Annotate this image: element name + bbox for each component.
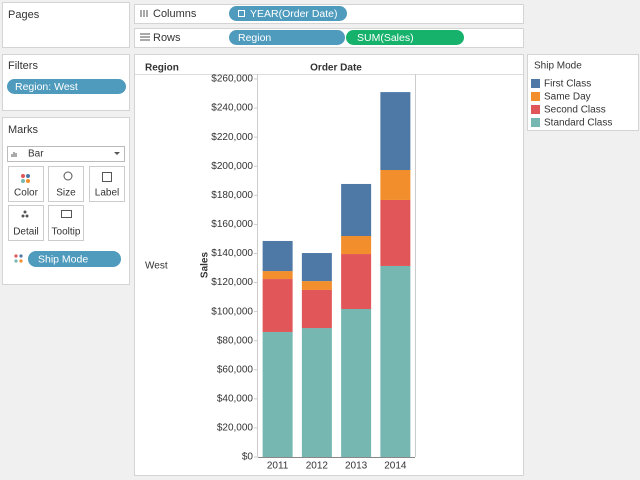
bar-segment [341, 236, 372, 255]
bar-segment [301, 253, 332, 282]
bar-segment [380, 92, 411, 171]
bar-segment [341, 254, 372, 309]
bar-icon [11, 152, 17, 157]
rows-pill[interactable] [229, 30, 345, 45]
bar-segment [380, 265, 411, 457]
collapse-icon [238, 10, 245, 17]
filter-pill-text[interactable]: Region: West [15, 81, 78, 93]
bar-segment [301, 328, 332, 457]
y-tick-label: $240,000 [211, 103, 253, 114]
icon [25, 214, 29, 218]
icon [26, 174, 30, 178]
marks-buttons: Color Size Label Detail Tooltip [8, 166, 125, 241]
x-tick-label: 2013 [345, 461, 368, 472]
bar-segment [301, 289, 332, 329]
rows-pill-text[interactable]: Region [238, 32, 271, 44]
y-tick-label: $120,000 [211, 277, 253, 288]
icon [14, 254, 18, 258]
icon [23, 210, 27, 214]
bar-segment [380, 170, 411, 200]
bar-segment [341, 308, 372, 457]
bar-segment [341, 183, 372, 237]
button-label[interactable]: Size [56, 188, 76, 199]
icon [21, 174, 25, 178]
y-tick-label: $160,000 [211, 219, 253, 230]
button-label[interactable]: Tooltip [52, 227, 81, 238]
rows-icon [140, 33, 150, 41]
mark-type-dropdown[interactable] [7, 146, 125, 162]
rows-pill-text[interactable]: SUM(Sales) [357, 32, 414, 44]
y-tick-label: $140,000 [211, 248, 253, 259]
y-tick-label: $60,000 [217, 364, 254, 375]
bar-segment [262, 279, 293, 332]
y-tick-label: $260,000 [211, 74, 253, 85]
chart: Region Order Date West Sales $0 $20,000 $40,00… [135, 63, 523, 472]
bar-segment [301, 281, 332, 290]
ship-mode-pill[interactable] [28, 251, 121, 267]
legend-swatch [531, 118, 540, 127]
columns-icon [140, 10, 148, 17]
filters-title: Filters [8, 60, 38, 72]
legend-swatch [531, 92, 540, 101]
icon [61, 210, 72, 218]
marks-title: Marks [8, 124, 38, 136]
y-tick-label: $100,000 [211, 306, 253, 317]
button-label[interactable]: Detail [13, 227, 39, 238]
tooltip-button[interactable] [48, 205, 84, 241]
y-tick-label: $40,000 [217, 393, 254, 404]
icon [26, 179, 30, 183]
legend: Ship Mode First Class Same Day Second Class… [531, 61, 612, 129]
y-tick-label: $80,000 [217, 335, 254, 346]
icon [14, 259, 18, 263]
x-tick-label: 2012 [306, 461, 329, 472]
legend-swatch [531, 79, 540, 88]
icon [21, 179, 25, 183]
bar-segment [262, 271, 293, 280]
icon [19, 259, 23, 263]
dropdown-arrow [114, 152, 120, 155]
icon [21, 214, 25, 218]
legend-swatch [531, 105, 540, 114]
size-button[interactable] [48, 166, 84, 202]
bar-segment [380, 199, 411, 266]
y-axis-title: Sales [200, 251, 211, 278]
y-tick-label: $200,000 [211, 161, 253, 172]
bar-segment [262, 331, 293, 457]
rows-label: Rows [153, 32, 181, 44]
icon [63, 171, 73, 181]
legend-label: First Class [544, 79, 591, 90]
icon [102, 172, 112, 182]
legend-panel [527, 54, 639, 131]
pages-title: Pages [8, 9, 40, 21]
button-label[interactable]: Color [14, 188, 39, 199]
y-tick-label: $180,000 [211, 190, 253, 201]
filter-pill[interactable] [7, 79, 126, 94]
ship-mode-pill-text[interactable]: Ship Mode [38, 253, 88, 265]
mark-type-text[interactable]: Bar [28, 149, 44, 160]
y-tick-label: $0 [242, 452, 254, 463]
button-label[interactable]: Label [95, 188, 119, 199]
icon [19, 254, 23, 258]
row-header: Region [145, 63, 179, 74]
pages-panel [2, 2, 130, 48]
column-header: Order Date [310, 63, 362, 74]
legend-title: Ship Mode [534, 61, 582, 72]
legend-label: Same Day [544, 92, 591, 103]
legend-label: Standard Class [544, 118, 612, 129]
x-tick-label: 2011 [267, 461, 289, 472]
columns-pill-text[interactable]: YEAR(Order Date) [250, 8, 338, 20]
y-tick-label: $20,000 [217, 423, 254, 434]
rows-pill[interactable] [346, 30, 464, 45]
legend-label: Second Class [544, 105, 606, 116]
bar-segment [262, 240, 293, 272]
x-tick-label: 2014 [384, 461, 407, 472]
row-label: West [145, 261, 168, 272]
color-button[interactable] [8, 166, 44, 202]
y-tick-label: $220,000 [211, 132, 253, 143]
columns-pill[interactable] [229, 6, 347, 21]
columns-label: Columns [153, 8, 197, 20]
